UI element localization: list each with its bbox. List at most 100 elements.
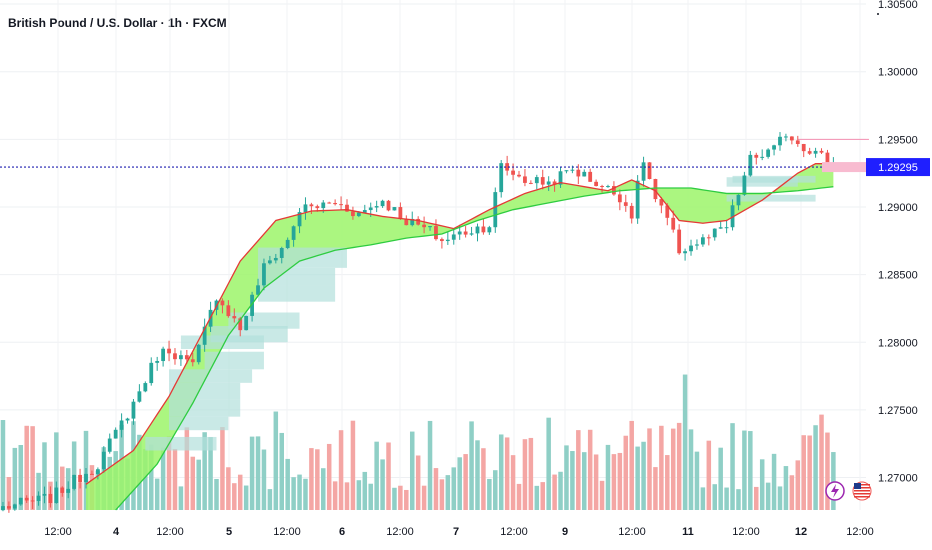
candle-body (48, 493, 53, 504)
volume-bar (380, 459, 385, 510)
volume-bar (404, 489, 409, 510)
flag-stripe (854, 496, 870, 498)
grid (0, 0, 866, 510)
candle-body (647, 162, 652, 179)
candle-body (439, 239, 444, 242)
volume-bar (528, 437, 534, 510)
zone-box (169, 416, 229, 431)
candle-body (345, 204, 349, 212)
volume-bar (599, 480, 605, 510)
volume-bar (451, 467, 457, 510)
candle-body (546, 181, 551, 185)
volume-bar (338, 430, 344, 510)
volume-bar (54, 432, 59, 510)
volume-bar (665, 455, 670, 510)
candle-body (90, 473, 94, 475)
overlay: 1.29295 (0, 13, 930, 501)
candle-body (517, 174, 521, 177)
volume-bar (736, 489, 741, 510)
candle-body (256, 285, 260, 295)
candle-body (801, 143, 806, 152)
lightning-bolt (831, 484, 839, 498)
candle-body (291, 226, 296, 240)
volume-bar (540, 482, 545, 510)
flag-stripe (854, 490, 870, 492)
volume-bar (398, 485, 403, 510)
volume-bar (374, 441, 379, 510)
price-tick-label: 1.29500 (878, 134, 918, 146)
zone-box (258, 267, 336, 286)
volume-bar (196, 459, 201, 510)
volume-bar (267, 489, 273, 510)
volume-bar (415, 455, 421, 510)
candle-body (825, 152, 830, 164)
candle-body (131, 401, 136, 419)
candle-body (434, 226, 438, 240)
volume-bar (676, 422, 682, 510)
candle-body (137, 391, 142, 402)
candle-body (428, 226, 432, 228)
volume-bar (564, 445, 569, 510)
time-tick-label: 6 (339, 526, 345, 538)
candle-body (493, 192, 498, 228)
candle-body (724, 227, 729, 229)
price-axis[interactable]: 1.30500 1.30000 1.29500 1.29000 1.28500 1.280… (878, 0, 918, 485)
candle-body (469, 233, 474, 235)
price-tick-label: 1.27000 (878, 473, 918, 485)
candle-body (641, 162, 646, 181)
volume-bar (605, 444, 611, 510)
candle-body (297, 212, 302, 227)
volume-bar (688, 429, 694, 510)
candle-body (523, 176, 527, 183)
price-tick-label: 1.28000 (878, 337, 918, 349)
candle-body (161, 348, 166, 362)
candle-body (617, 194, 622, 203)
lightning-icon (825, 481, 845, 501)
volume-bar (208, 437, 213, 510)
candle-body (54, 487, 59, 504)
time-tick-label: 12 (795, 526, 807, 538)
price-tick-label: 1.27500 (878, 405, 918, 417)
volume-bar (581, 452, 587, 510)
candle-body (505, 163, 510, 171)
volume-bar (303, 478, 308, 510)
volume-bar (297, 474, 302, 510)
time-axis[interactable]: 12:00 4 12:00 5 12:00 6 12:00 7 12:00 9 12:00 11 12:… (44, 526, 874, 538)
candle-body (273, 257, 278, 261)
candle-body (564, 170, 569, 172)
candle-body (451, 234, 456, 240)
candle-body (250, 294, 254, 316)
volume-bar (457, 457, 462, 510)
volume-bar (742, 430, 747, 510)
zone-box (258, 285, 336, 302)
price-tick-label: 1.29000 (878, 202, 918, 214)
volume-bar (825, 432, 830, 510)
volume-bar (801, 435, 806, 510)
candle-body (309, 204, 314, 207)
volume-bar (368, 483, 373, 510)
zone-box (732, 175, 816, 183)
zone-box (169, 369, 253, 383)
volume-bar (522, 439, 528, 510)
volume-bar (641, 441, 646, 510)
volume-bar (570, 451, 575, 510)
price-tick-label: 1.30500 (878, 0, 918, 11)
volume-bar (30, 426, 35, 510)
time-tick-label: 5 (226, 526, 232, 538)
candle-body (101, 451, 106, 470)
candle-body (576, 169, 581, 177)
volume-bar (706, 440, 712, 510)
candle-body (457, 231, 462, 235)
candle-body (736, 194, 741, 206)
time-tick-label: 7 (453, 526, 459, 538)
candle-body (552, 181, 557, 185)
candle-body (612, 186, 616, 195)
candle-body (582, 171, 587, 177)
volume-bar (279, 432, 285, 510)
candle-body (499, 163, 504, 193)
volume-bar (576, 430, 581, 510)
volume-bar (285, 458, 290, 510)
candle-body (18, 497, 23, 505)
candle-body (279, 248, 284, 258)
